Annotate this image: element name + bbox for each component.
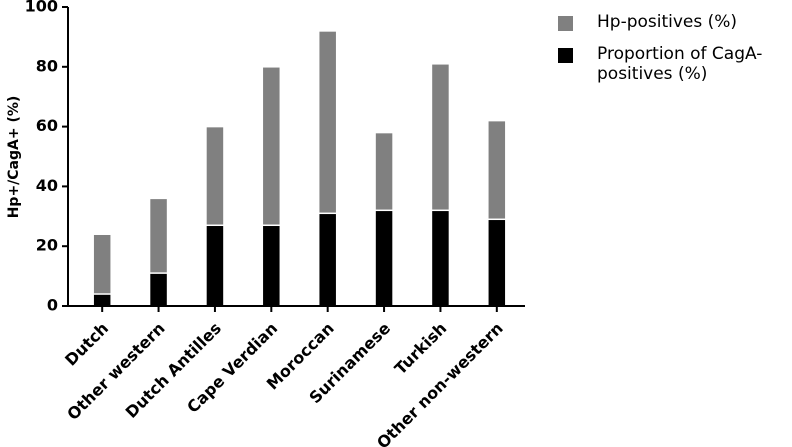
- y-tick-label: 60: [36, 116, 58, 135]
- legend-swatch: [558, 16, 573, 31]
- bar: [148, 272, 169, 307]
- y-axis-label: Hp+/CagA+ (%): [6, 96, 22, 219]
- x-tick-label: Dutch: [61, 319, 112, 370]
- y-tick-label: 100: [25, 0, 58, 16]
- legend-swatch: [558, 48, 573, 63]
- y-tick-label: 80: [36, 56, 58, 75]
- bar: [430, 209, 451, 307]
- bar: [261, 224, 282, 307]
- y-tick-label: 40: [36, 176, 58, 195]
- bar: [374, 209, 394, 307]
- bar: [205, 224, 225, 307]
- legend-item: Hp-positives (%): [558, 12, 788, 32]
- y-tick-label: 20: [36, 236, 58, 255]
- legend-label: Hp-positives (%): [597, 12, 738, 32]
- legend-label: Proportion of CagA-positives (%): [597, 44, 763, 84]
- y-tick-label: 0: [47, 296, 58, 315]
- bar: [487, 218, 507, 307]
- legend-item: Proportion of CagA-positives (%): [558, 44, 788, 84]
- legend: Hp-positives (%) Proportion of CagA-posit…: [558, 12, 788, 96]
- x-tick-label: Other western: [63, 319, 168, 424]
- bar: [92, 293, 112, 307]
- x-tick-label: Dutch Antilles: [122, 319, 225, 422]
- bar: [317, 212, 338, 307]
